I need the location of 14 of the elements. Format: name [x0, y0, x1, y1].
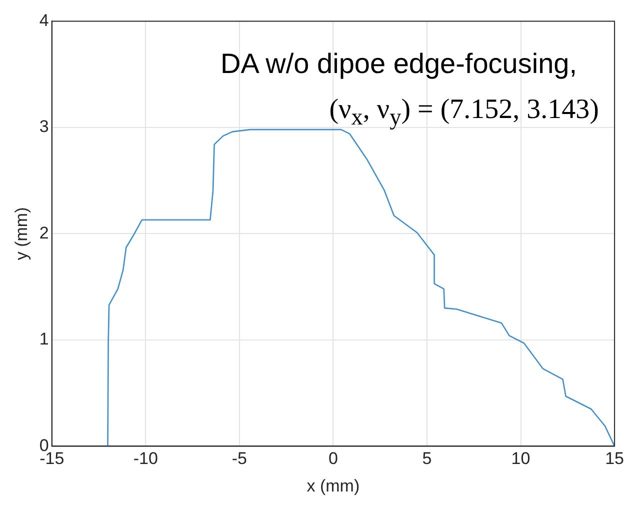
x-tick-label: 10	[511, 449, 530, 468]
y-tick-label: 3	[39, 117, 49, 136]
annotation: DA w/o dipoe edge-focusing,	[220, 48, 577, 80]
x-tick-label: 5	[422, 449, 432, 468]
y-tick-label: 2	[39, 223, 49, 242]
x-tick-label: -5	[232, 449, 247, 468]
y-tick-label: 1	[39, 330, 49, 349]
x-tick-label: 0	[328, 449, 338, 468]
y-axis-title: y (mm)	[12, 207, 31, 260]
y-tick-label: 4	[39, 10, 49, 30]
annotation: (ν$_{x}$, ν$_{y}$) = (7.152, 3.143)	[329, 94, 599, 132]
x-axis-title: x (mm)	[306, 476, 360, 496]
x-tick-label: -10	[133, 449, 158, 468]
x-tick-label: 15	[605, 449, 624, 468]
